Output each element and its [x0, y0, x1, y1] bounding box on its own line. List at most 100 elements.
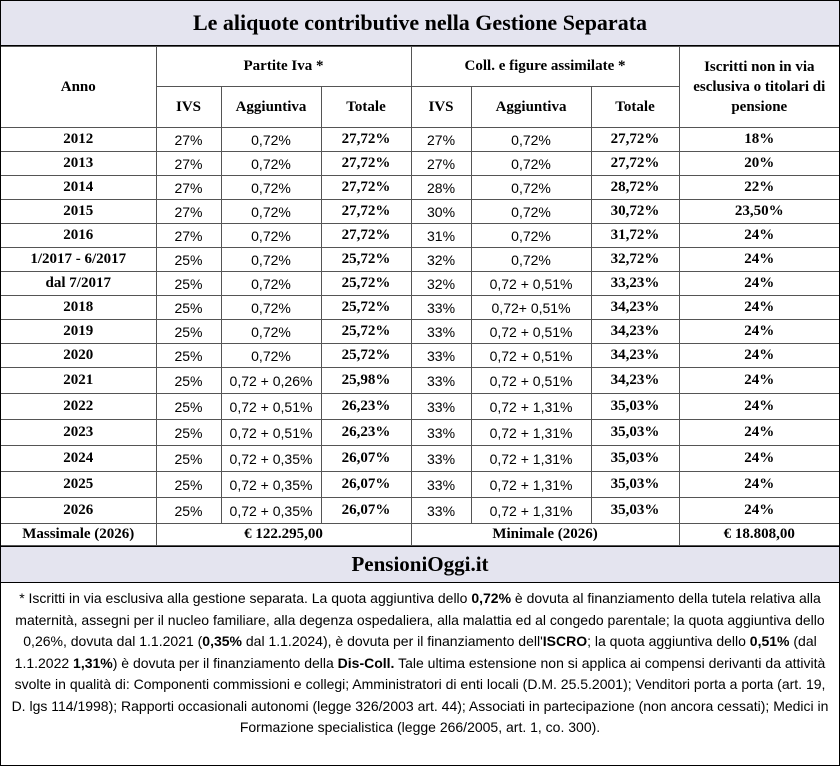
- table-cell: 0,72 + 1,31%: [470, 393, 592, 420]
- table-cell: 27%: [155, 151, 222, 176]
- table-cell: 33%: [410, 295, 472, 320]
- table-cell: 0,72+ 0,51%: [470, 295, 592, 320]
- table-cell: 0,72 + 0,26%: [220, 367, 322, 394]
- table-cell: 26,23%: [320, 419, 412, 446]
- header-cell: IVS: [410, 86, 472, 128]
- table-cell: 26,07%: [320, 497, 412, 524]
- table-row: 2026 25% 0,72 + 0,35% 26,07% 33% 0,72 + 1,31%…: [1, 497, 839, 524]
- table-row: 2018 25% 0,72% 25,72% 33% 0,72+ 0,51% 34,23% 24…: [1, 295, 839, 320]
- table-cell: 33%: [410, 471, 472, 498]
- table-cell: 0,72%: [220, 271, 322, 296]
- table-cell: 27,72%: [320, 199, 412, 224]
- table-cell: 34,23%: [590, 319, 680, 344]
- note-text: ; la quota aggiuntiva dello: [587, 633, 750, 649]
- table-cell: 27%: [155, 223, 222, 248]
- table-cell: 30%: [410, 199, 472, 224]
- table-cell: 24%: [678, 393, 839, 420]
- table-cell: 24%: [678, 343, 839, 368]
- header-cell: Anno: [1, 46, 157, 128]
- table-cell: 25,72%: [320, 295, 412, 320]
- note-text: Tale ultima estensione non si applica ai…: [11, 654, 829, 736]
- table-cell: 24%: [678, 295, 839, 320]
- table-cell: 0,72%: [220, 127, 322, 152]
- table-cell: 0,72 + 1,31%: [470, 471, 592, 498]
- table-cell: 27%: [410, 127, 472, 152]
- table-cell: 33%: [410, 445, 472, 472]
- table-cell: 0,72 + 0,51%: [470, 271, 592, 296]
- table-cell: 0,72 + 0,51%: [220, 419, 322, 446]
- note-text: (dal 1.1.2022: [14, 633, 817, 671]
- table-cell: 0,72 + 0,51%: [220, 393, 322, 420]
- table-cell: 32,72%: [590, 247, 680, 272]
- table-cell: 33%: [410, 319, 472, 344]
- table-cell: 26,07%: [320, 471, 412, 498]
- table-cell: 30,72%: [590, 199, 680, 224]
- notes: * Iscritti in via esclusiva alla gestion…: [1, 583, 839, 744]
- table-cell: 25,72%: [320, 343, 412, 368]
- table-cell: 35,03%: [590, 419, 680, 446]
- footer-cell: € 18.808,00: [678, 523, 839, 546]
- table-cell: 0,72%: [470, 175, 592, 200]
- table-cell: 0,72%: [220, 175, 322, 200]
- table-cell: 2026: [1, 497, 157, 524]
- table-cell: 0,72 + 0,51%: [470, 319, 592, 344]
- table-cell: 24%: [678, 471, 839, 498]
- header-cell: Aggiuntiva: [470, 86, 592, 128]
- table-cell: 24%: [678, 419, 839, 446]
- table-cell: 26,07%: [320, 445, 412, 472]
- header-cell: Totale: [320, 86, 412, 128]
- table-cell: 24%: [678, 319, 839, 344]
- table-cell: 2019: [1, 319, 157, 344]
- table-cell: 2016: [1, 223, 157, 248]
- table-cell: 25%: [155, 497, 222, 524]
- table-cell: 0,72 + 0,51%: [470, 343, 592, 368]
- table-cell: 25,98%: [320, 367, 412, 394]
- table-cell: 2013: [1, 151, 157, 176]
- header-cell: Coll. e figure assimilate *: [410, 46, 680, 87]
- header-cell: Aggiuntiva: [220, 86, 322, 128]
- table-cell: 2015: [1, 199, 157, 224]
- header-cell: Totale: [590, 86, 680, 128]
- table-cell: 25%: [155, 419, 222, 446]
- table-cell: 27%: [155, 127, 222, 152]
- table-cell: 33%: [410, 367, 472, 394]
- table-cell: 31,72%: [590, 223, 680, 248]
- table-row: 2020 25% 0,72% 25,72% 33% 0,72 + 0,51% 34,23% 2…: [1, 343, 839, 368]
- title: Le aliquote contributive nella Gestione …: [1, 1, 839, 46]
- table-row: 2016 27% 0,72% 27,72% 31% 0,72% 31,72% 24%: [1, 223, 839, 248]
- table-cell: 27%: [155, 199, 222, 224]
- table-cell: 2021: [1, 367, 157, 394]
- table-row: 2012 27% 0,72% 27,72% 27% 0,72% 27,72% 18%: [1, 127, 839, 152]
- table-cell: 24%: [678, 367, 839, 394]
- table-cell: 0,72 + 0,35%: [220, 445, 322, 472]
- table-cell: 34,23%: [590, 343, 680, 368]
- table-row: 2024 25% 0,72 + 0,35% 26,07% 33% 0,72 + 1,31%…: [1, 445, 839, 472]
- table-cell: 2012: [1, 127, 157, 152]
- table-cell: 33%: [410, 393, 472, 420]
- brand: PensioniOggi.it: [1, 546, 839, 583]
- table-cell: 35,03%: [590, 445, 680, 472]
- table-cell: 34,23%: [590, 295, 680, 320]
- table-cell: 27,72%: [590, 151, 680, 176]
- table-cell: 28,72%: [590, 175, 680, 200]
- table-cell: 33%: [410, 419, 472, 446]
- table-cell: 24%: [678, 271, 839, 296]
- table-cell: 32%: [410, 271, 472, 296]
- note-text: è dovuta al finanziamento della tutela r…: [15, 590, 825, 649]
- table-cell: 0,72%: [220, 319, 322, 344]
- table-cell: 2020: [1, 343, 157, 368]
- table-cell: 27%: [410, 151, 472, 176]
- table-cell: 25,72%: [320, 247, 412, 272]
- table-cell: 2024: [1, 445, 157, 472]
- table-cell: 24%: [678, 247, 839, 272]
- footer-cell: Minimale (2026): [410, 523, 680, 546]
- table-cell: 25%: [155, 471, 222, 498]
- table-row: 2022 25% 0,72 + 0,51% 26,23% 33% 0,72 + 1,31%…: [1, 393, 839, 420]
- footer-cell: Massimale (2026): [1, 523, 157, 546]
- table-cell: 0,72%: [470, 151, 592, 176]
- note-text: dal 1.1.2024), è dovuta per il finanziam…: [242, 633, 543, 649]
- table-cell: 25%: [155, 367, 222, 394]
- table-cell: 27,72%: [590, 127, 680, 152]
- note-text: Dis-Coll.: [337, 654, 395, 671]
- table-cell: 27,72%: [320, 223, 412, 248]
